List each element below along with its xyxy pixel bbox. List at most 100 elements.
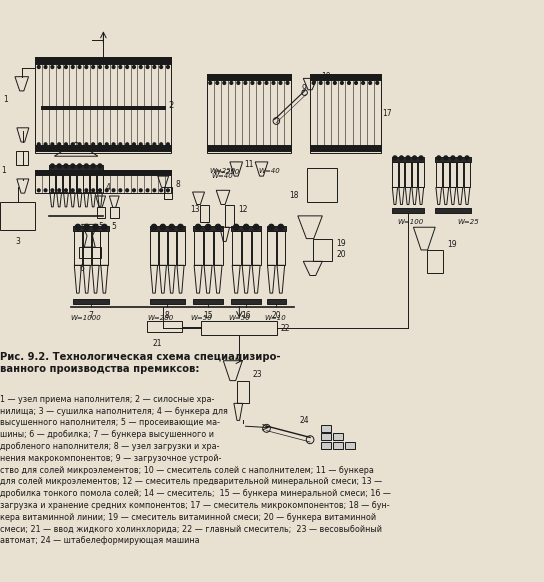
Circle shape [71,66,74,69]
Text: 2: 2 [169,101,174,109]
Circle shape [279,147,282,150]
Circle shape [393,156,397,160]
Text: 5: 5 [112,222,116,230]
Circle shape [169,224,175,230]
Circle shape [85,143,88,146]
Circle shape [230,147,233,150]
Circle shape [251,81,254,84]
Circle shape [326,147,329,150]
Circle shape [265,81,268,84]
Bar [110,207,119,218]
Circle shape [272,81,275,84]
Circle shape [216,147,219,150]
Circle shape [244,147,247,150]
Text: 8: 8 [165,311,170,320]
Bar [435,208,471,213]
Bar [276,231,285,265]
Bar [418,162,424,187]
Circle shape [98,143,101,146]
Bar [321,434,331,440]
Circle shape [286,81,289,84]
Circle shape [133,143,135,146]
Bar [392,157,424,162]
Circle shape [85,189,88,191]
Circle shape [376,81,379,84]
Circle shape [119,189,122,191]
Bar [443,162,449,187]
Bar [63,169,69,193]
Circle shape [223,147,226,150]
Bar [0,202,35,230]
Circle shape [333,81,336,84]
Text: 20: 20 [336,250,346,259]
Circle shape [451,156,455,160]
Circle shape [399,156,403,160]
Circle shape [362,147,364,150]
Text: 12: 12 [238,204,248,214]
Bar [41,106,166,110]
Bar [194,231,202,265]
Circle shape [153,66,156,69]
Bar [237,381,249,403]
Circle shape [258,147,261,150]
Circle shape [38,189,40,191]
Text: 1: 1 [2,166,7,175]
Bar [70,169,76,193]
Circle shape [106,66,108,69]
Circle shape [254,224,259,230]
Circle shape [126,66,128,69]
Circle shape [244,81,247,84]
Circle shape [44,189,47,191]
Bar [49,165,103,169]
Bar [168,231,176,265]
Circle shape [269,224,274,230]
Circle shape [146,66,149,69]
Circle shape [139,143,142,146]
Text: 17: 17 [382,109,392,118]
Bar [150,226,185,231]
Text: 10: 10 [321,72,331,81]
Circle shape [153,143,156,146]
Bar [464,162,470,187]
Bar [56,169,62,193]
Circle shape [106,143,108,146]
Circle shape [206,224,211,230]
Circle shape [92,66,95,69]
Circle shape [237,147,240,150]
Bar [267,226,286,231]
Bar [207,145,291,151]
Text: 21: 21 [152,339,162,348]
Bar [101,231,108,265]
Circle shape [58,189,60,191]
Text: 19: 19 [447,240,457,249]
Circle shape [230,81,233,84]
Circle shape [92,143,95,146]
Bar [252,231,261,265]
Bar [399,162,404,187]
Bar [200,204,209,222]
Text: 9: 9 [302,84,307,93]
Circle shape [93,224,98,230]
Bar [79,247,101,258]
Bar [35,171,171,175]
Text: 13: 13 [190,204,200,214]
Bar [333,442,343,449]
Text: 1 — узел приема наполнителя; 2 — силосные хра-
нилища; 3 — сушилка наполнителя; : 1 — узел приема наполнителя; 2 — силосны… [0,395,391,545]
Circle shape [413,156,417,160]
Circle shape [251,147,254,150]
Bar [267,231,276,265]
Bar [231,226,261,231]
Bar [83,231,91,265]
Text: W=50: W=50 [228,315,250,321]
Circle shape [166,143,169,146]
Bar [427,250,443,273]
Bar [77,169,83,193]
Bar [321,425,331,432]
Circle shape [362,81,364,84]
Circle shape [166,66,169,69]
Circle shape [84,224,89,230]
Bar [313,239,332,261]
Bar [214,231,222,265]
Circle shape [209,147,212,150]
Circle shape [139,189,142,191]
